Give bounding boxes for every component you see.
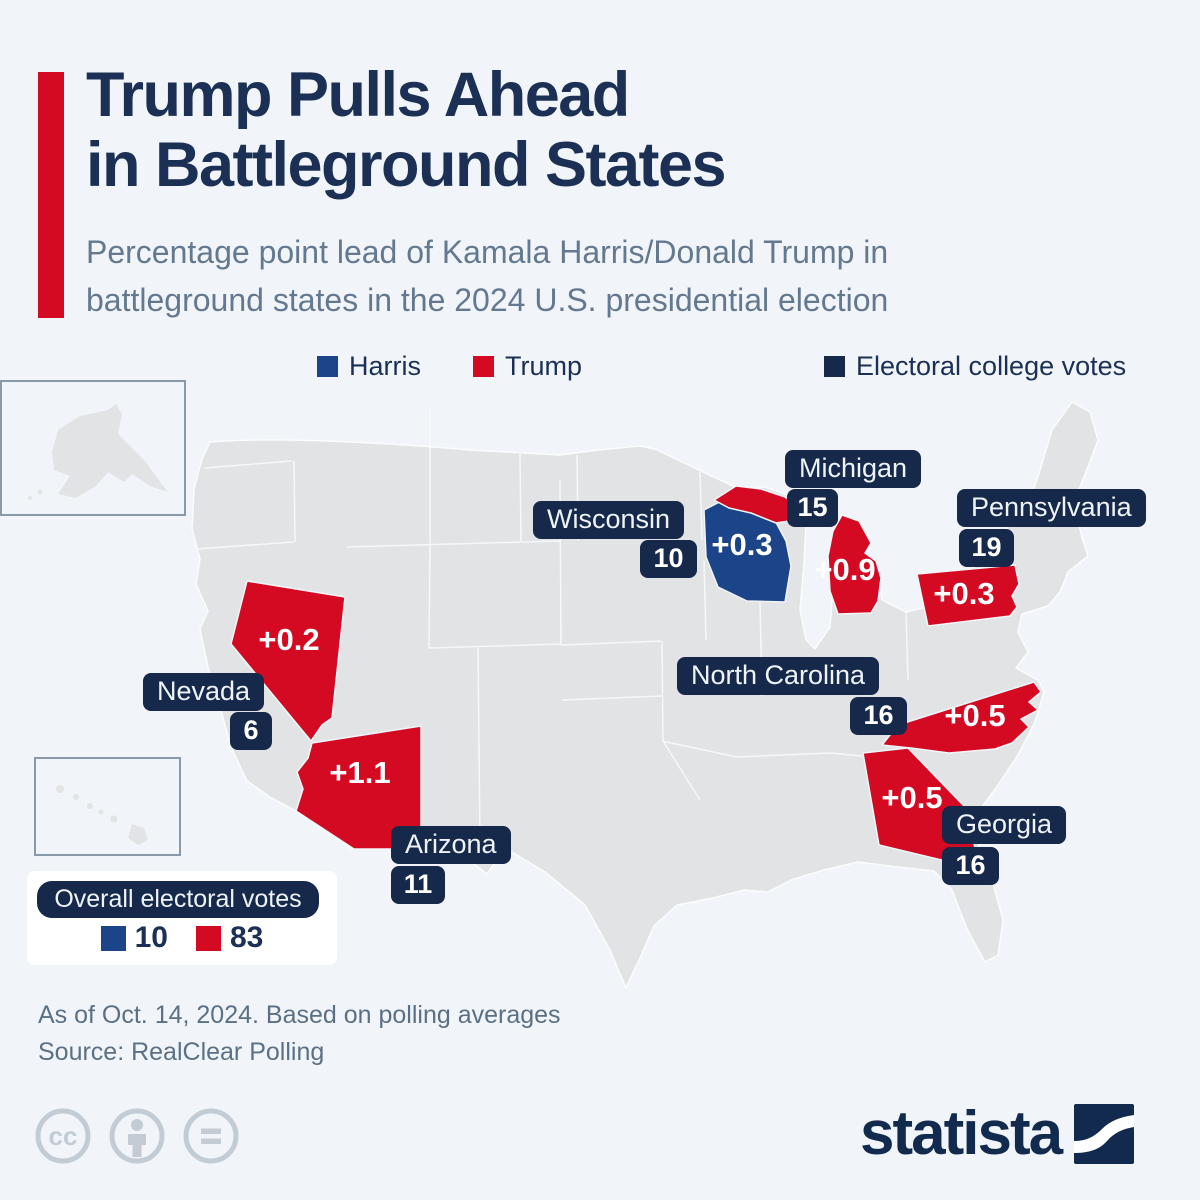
ev-label-arizona: 11 [391, 866, 445, 904]
legend-label-electoral-votes: Electoral college votes [856, 351, 1127, 381]
cc-by-icon[interactable] [107, 1106, 167, 1166]
title-line-2: in Battleground States [86, 130, 727, 200]
overall-electoral-votes-row: 10 83 [27, 921, 337, 955]
trump-swatch-icon [473, 356, 494, 377]
lead-value-pennsylvania: +0.3 [933, 576, 995, 611]
ev-label-michigan: 15 [787, 489, 838, 527]
lead-value-georgia: +0.5 [881, 780, 943, 815]
cc-icon[interactable]: cc [33, 1106, 93, 1166]
state-label-north-carolina: North Carolina [677, 657, 880, 695]
overall-trump-value: 83 [230, 921, 264, 954]
state-shape-arizona [295, 725, 422, 850]
subtitle-line-2: battleground states in the 2024 U.S. pre… [86, 282, 889, 318]
ev-label-north-carolina: 16 [850, 697, 907, 735]
legend-item-harris: Harris [317, 351, 421, 382]
lead-value-michigan: +0.9 [814, 552, 876, 587]
state-shape-nevada [230, 580, 346, 742]
state-label-michigan: Michigan [785, 450, 922, 488]
lead-value-nevada: +0.2 [258, 622, 320, 657]
legend-label-harris: Harris [349, 351, 421, 381]
hawaii-islands [56, 785, 148, 845]
cc-license-icons: cc [33, 1106, 241, 1166]
aleutian-island [37, 489, 43, 495]
ev-label-pennsylvania: 19 [959, 529, 1014, 567]
state-label-nevada: Nevada [143, 673, 265, 711]
source-line: Source: RealClear Polling [38, 1038, 325, 1066]
hawaii-inset-box [34, 757, 181, 856]
legend-label-trump: Trump [505, 351, 583, 381]
legend-item-trump: Trump [473, 351, 582, 382]
page-title: Trump Pulls Ahead in Battleground States [86, 60, 727, 200]
svg-text:cc: cc [49, 1121, 78, 1151]
legend-item-electoral-votes: Electoral college votes [824, 351, 1126, 382]
footnote: As of Oct. 14, 2024. Based on polling av… [38, 1001, 561, 1029]
title-accent-bar [38, 72, 64, 318]
overall-harris-value: 10 [134, 921, 168, 954]
state-shape-michigan-lower [827, 514, 882, 615]
trump-swatch-icon [196, 925, 221, 951]
harris-swatch-icon [100, 925, 126, 951]
ev-label-nevada: 6 [230, 712, 272, 750]
lead-value-wisconsin: +0.3 [711, 527, 773, 562]
lead-value-north-carolina: +0.5 [944, 698, 1006, 733]
harris-swatch-icon [317, 356, 338, 377]
state-shape-north-carolina [881, 681, 1042, 754]
state-label-georgia: Georgia [942, 806, 1067, 844]
state-shape-pennsylvania [916, 564, 1020, 627]
state-borders [195, 410, 909, 844]
overall-harris-pair: 10 [100, 921, 168, 955]
overall-trump-pair: 83 [196, 921, 263, 955]
alaska-shape [52, 404, 168, 498]
overall-electoral-votes-card: Overall electoral votes 10 83 [27, 871, 337, 965]
statista-logo[interactable]: statista [860, 1098, 1135, 1169]
cc-nd-icon[interactable] [181, 1106, 241, 1166]
statista-logo-icon [1074, 1103, 1135, 1164]
title-line-1: Trump Pulls Ahead [86, 60, 630, 130]
ev-label-georgia: 16 [942, 847, 999, 885]
page-subtitle: Percentage point lead of Kamala Harris/D… [86, 228, 888, 324]
statista-logo-text: statista [860, 1099, 1063, 1168]
state-label-wisconsin: Wisconsin [533, 501, 685, 539]
subtitle-line-1: Percentage point lead of Kamala Harris/D… [86, 234, 889, 270]
state-label-arizona: Arizona [391, 826, 511, 864]
electoral-votes-swatch-icon [824, 356, 845, 377]
overall-electoral-votes-label: Overall electoral votes [37, 881, 319, 918]
ev-label-wisconsin: 10 [640, 540, 697, 578]
state-label-pennsylvania: Pennsylvania [957, 489, 1146, 527]
lead-value-arizona: +1.1 [329, 755, 391, 790]
aleutian-island [28, 496, 32, 500]
